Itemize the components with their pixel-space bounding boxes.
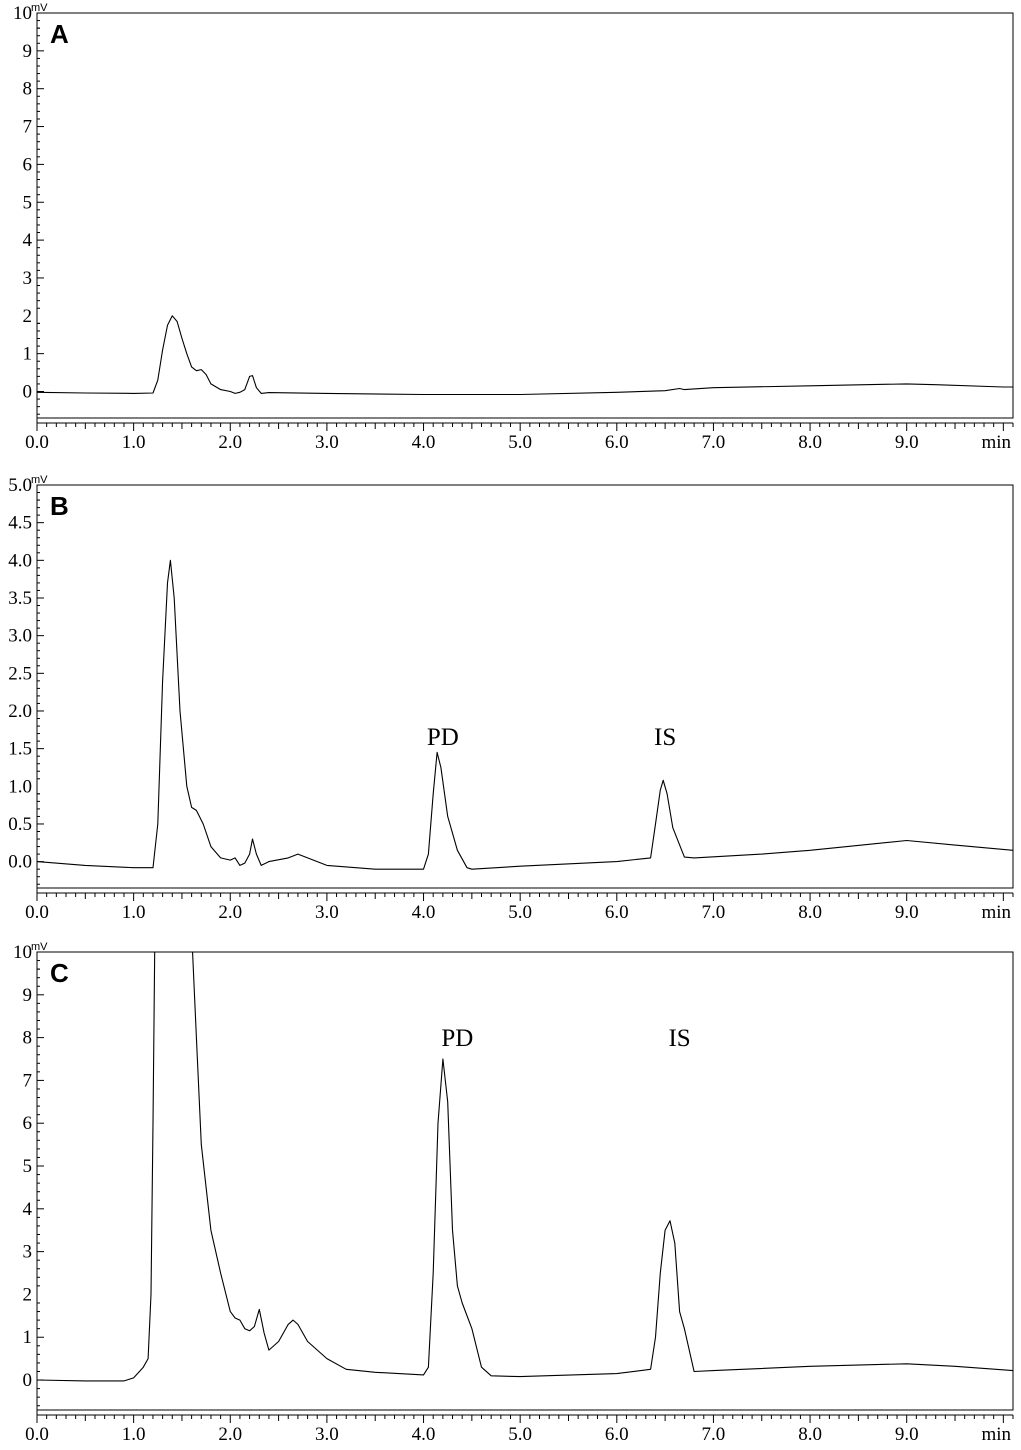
panel-label: B <box>50 491 69 521</box>
x-tick-label: 7.0 <box>702 432 726 453</box>
panel-c: 0 1 2 3 4 5 6 7 8 9 10 0.0 1.0 2.0 3.0 4.0 5.0 6.0 7.0 8.0 9… <box>13 941 1014 1445</box>
chromatogram-trace <box>37 952 1013 1382</box>
x-unit-label: min <box>981 432 1011 453</box>
x-tick-label: 3.0 <box>315 1424 339 1445</box>
y-tick-label: 2.5 <box>8 663 32 684</box>
x-tick-label: 8.0 <box>798 1424 822 1445</box>
x-unit-label: min <box>981 902 1011 923</box>
plot-frame <box>36 12 1014 419</box>
y-tick-label: 3 <box>23 1242 33 1263</box>
plot-frame <box>36 484 1014 889</box>
chromatogram-trace <box>37 315 1013 396</box>
x-tick-label: 1.0 <box>122 1424 146 1445</box>
x-tick-label: 9.0 <box>895 902 919 923</box>
y-tick-label: 8 <box>23 79 33 100</box>
x-tick-label: 3.0 <box>315 432 339 453</box>
x-tick-label: 8.0 <box>798 432 822 453</box>
y-tick-label: 9 <box>23 985 33 1006</box>
y-tick-label: 4 <box>23 1199 33 1220</box>
x-unit-label: min <box>981 1424 1011 1445</box>
peak-label-pd: PD <box>427 724 459 751</box>
y-tick-label: 4.0 <box>8 550 32 571</box>
x-tick-label: 6.0 <box>605 1424 629 1445</box>
peak-label-pd: PD <box>441 1025 473 1052</box>
y-tick-label: 2 <box>23 306 33 327</box>
x-tick-label: 0.0 <box>25 432 49 453</box>
x-tick-label: 4.0 <box>412 1424 436 1445</box>
x-tick-label: 2.0 <box>218 1424 242 1445</box>
panel-b: 0.0 0.5 1.0 1.5 2.0 2.5 3.0 3.5 4.0 4.5 5.0 0.0 1.0 2… <box>8 474 1014 923</box>
x-tick-label: 0.0 <box>25 1424 49 1445</box>
y-tick-label: 10 <box>13 3 32 24</box>
y-unit-label: mV <box>31 2 48 14</box>
x-tick-label: 4.0 <box>412 432 436 453</box>
x-tick-label: 9.0 <box>895 1424 919 1445</box>
x-tick-label: 3.0 <box>315 902 339 923</box>
x-tick-label: 6.0 <box>605 432 629 453</box>
x-tick-label: 5.0 <box>508 1424 532 1445</box>
x-tick-label: 0.0 <box>25 902 49 923</box>
y-tick-label: 0 <box>23 1370 33 1391</box>
y-tick-label: 7 <box>23 117 33 138</box>
x-tick-label: 5.0 <box>508 902 532 923</box>
y-unit-label: mV <box>31 941 48 953</box>
y-tick-label: 2.0 <box>8 701 32 722</box>
y-unit-label: mV <box>31 474 48 486</box>
x-tick-label: 7.0 <box>702 1424 726 1445</box>
y-tick-label: 2 <box>23 1284 33 1305</box>
y-tick-label: 10 <box>13 942 32 963</box>
x-tick-label: 1.0 <box>122 902 146 923</box>
y-tick-label: 0.5 <box>8 814 32 835</box>
x-tick-label: 2.0 <box>218 902 242 923</box>
y-tick-label: 1 <box>23 1327 33 1348</box>
x-tick-label: 8.0 <box>798 902 822 923</box>
peak-label-is: IS <box>654 724 676 751</box>
y-tick-label: 1.5 <box>8 739 32 760</box>
y-tick-label: 0 <box>23 382 33 403</box>
y-tick-label: 6 <box>23 154 33 175</box>
y-tick-label: 3 <box>23 268 33 289</box>
y-tick-label: 6 <box>23 1113 33 1134</box>
y-tick-label: 4.5 <box>8 513 32 534</box>
panel-a: 0 1 2 3 4 5 6 7 8 9 10 0.0 1.0 2.0 3.0 4.0 5.0 6.0 7.0 8.0 9… <box>13 2 1014 453</box>
y-tick-label: 0.0 <box>8 852 32 873</box>
panel-label: A <box>50 19 69 49</box>
x-tick-label: 1.0 <box>122 432 146 453</box>
x-tick-label: 7.0 <box>702 902 726 923</box>
x-tick-label: 2.0 <box>218 432 242 453</box>
x-tick-label: 4.0 <box>412 902 436 923</box>
plot-frame <box>36 951 1014 1411</box>
y-tick-label: 1.0 <box>8 776 32 797</box>
x-tick-label: 9.0 <box>895 432 919 453</box>
y-tick-label: 4 <box>23 230 33 251</box>
y-tick-label: 9 <box>23 41 33 62</box>
panel-label: C <box>50 958 69 988</box>
y-tick-label: 3.0 <box>8 626 32 647</box>
y-tick-label: 5.0 <box>8 475 32 496</box>
peak-label-is: IS <box>668 1025 690 1052</box>
y-tick-label: 8 <box>23 1028 33 1049</box>
y-tick-label: 3.5 <box>8 588 32 609</box>
y-tick-label: 7 <box>23 1070 33 1091</box>
x-tick-label: 5.0 <box>508 432 532 453</box>
y-tick-label: 1 <box>23 344 33 365</box>
chromatogram-trace <box>37 559 1013 870</box>
x-tick-label: 6.0 <box>605 902 629 923</box>
y-tick-label: 5 <box>23 1156 33 1177</box>
y-tick-label: 5 <box>23 192 33 213</box>
